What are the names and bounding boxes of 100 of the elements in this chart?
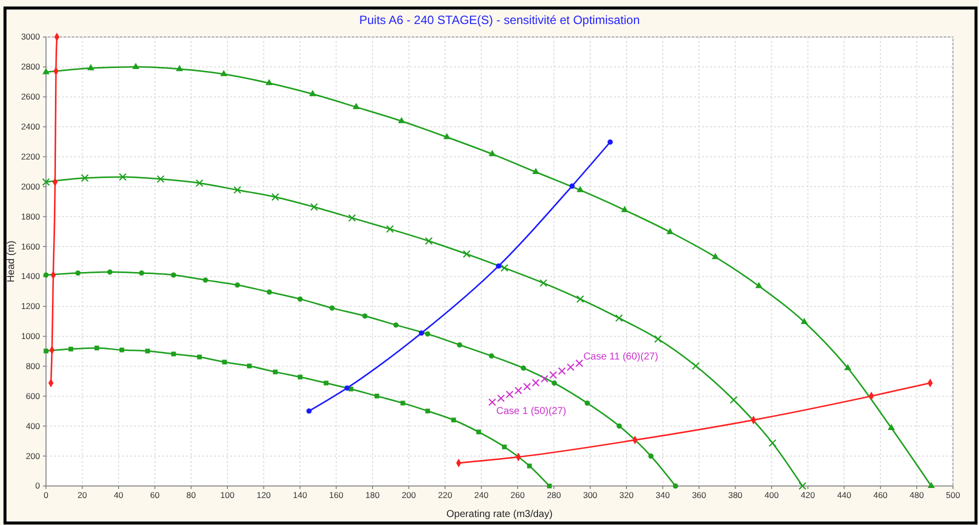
point xyxy=(566,363,574,372)
point xyxy=(558,367,566,375)
point xyxy=(266,78,273,86)
point xyxy=(119,348,124,352)
x-tick-label: 320 xyxy=(619,490,634,500)
point xyxy=(418,330,424,336)
point xyxy=(712,252,719,260)
point xyxy=(755,282,762,288)
point xyxy=(532,168,540,174)
point xyxy=(425,408,430,414)
point xyxy=(888,424,895,430)
point xyxy=(393,322,399,328)
point xyxy=(488,398,496,406)
point xyxy=(324,380,328,386)
y-tick-label: 2200 xyxy=(21,151,40,162)
point xyxy=(297,296,303,302)
x-tick-label: 500 xyxy=(946,490,960,500)
point xyxy=(523,382,531,391)
point xyxy=(352,102,360,110)
point xyxy=(844,364,852,370)
point xyxy=(220,70,228,76)
point xyxy=(616,423,622,429)
y-tick-label: 800 xyxy=(26,360,40,371)
y-tick-label: 3000 xyxy=(21,32,40,42)
point xyxy=(576,295,584,303)
point xyxy=(451,418,456,422)
y-tick-label: 0 xyxy=(35,480,40,491)
point xyxy=(532,378,540,387)
point xyxy=(666,228,674,234)
point xyxy=(310,203,318,211)
y-tick-label: 2800 xyxy=(21,62,40,72)
y-tick-label: 200 xyxy=(26,450,40,461)
point xyxy=(68,346,74,352)
point xyxy=(400,400,406,406)
chart-title: Puits A6 - 240 STAGE(S) - sensitivité et Optimisation xyxy=(359,13,640,27)
point xyxy=(132,62,140,69)
point xyxy=(552,380,557,386)
point xyxy=(374,394,380,398)
point xyxy=(456,342,462,348)
point xyxy=(502,444,507,450)
point xyxy=(222,360,227,364)
annotation: Case 1 (50)(27) xyxy=(496,406,566,418)
point xyxy=(798,482,806,490)
point xyxy=(608,139,613,145)
y-tick-label: 1000 xyxy=(21,331,40,342)
point xyxy=(672,483,678,489)
x-tick-label: 340 xyxy=(656,490,670,500)
x-tick-label: 120 xyxy=(256,490,272,500)
point xyxy=(476,430,481,434)
annotation: Case 11 (60)(27) xyxy=(583,351,658,362)
point xyxy=(362,313,368,319)
x-tick-label: 460 xyxy=(873,490,888,500)
point xyxy=(138,270,144,276)
point xyxy=(549,371,558,379)
point xyxy=(443,133,450,140)
x-tick-label: 0 xyxy=(44,490,49,500)
point xyxy=(584,400,590,406)
x-tick-label: 60 xyxy=(150,490,160,500)
x-tick-label: 440 xyxy=(837,490,852,500)
point xyxy=(344,385,350,391)
point xyxy=(540,279,548,287)
point xyxy=(692,362,700,370)
point xyxy=(928,482,935,488)
x-tick-label: 300 xyxy=(583,490,598,500)
point xyxy=(42,178,50,186)
point xyxy=(202,277,208,283)
x-tick-label: 480 xyxy=(910,490,924,500)
x-tick-label: 420 xyxy=(800,490,816,500)
point xyxy=(488,150,496,156)
point xyxy=(462,250,471,258)
point xyxy=(488,353,494,359)
point xyxy=(425,331,430,337)
point xyxy=(44,348,48,354)
x-tick-label: 240 xyxy=(474,490,489,500)
y-tick-label: 1800 xyxy=(21,211,40,222)
x-tick-label: 220 xyxy=(438,490,452,500)
point xyxy=(424,237,433,245)
y-tick-label: 600 xyxy=(26,390,40,401)
point xyxy=(527,464,532,468)
x-tick-label: 140 xyxy=(292,490,308,500)
point xyxy=(298,374,302,380)
x-tick-label: 280 xyxy=(546,490,562,500)
y-axis-title: Head (m) xyxy=(6,240,17,282)
point xyxy=(197,354,202,360)
point xyxy=(496,263,502,269)
x-tick-label: 380 xyxy=(728,490,743,500)
point xyxy=(800,318,808,324)
x-axis-title: Operating rate (m3/day) xyxy=(446,509,553,520)
point xyxy=(42,68,50,74)
y-tick-label: 2000 xyxy=(21,181,40,192)
y-tick-label: 2400 xyxy=(21,122,40,132)
point xyxy=(107,269,112,275)
x-tick-label: 400 xyxy=(764,490,779,500)
point xyxy=(569,183,575,189)
point xyxy=(94,346,100,350)
point xyxy=(247,364,252,368)
y-tick-label: 1200 xyxy=(21,301,40,312)
point xyxy=(520,365,526,371)
point xyxy=(514,386,522,394)
y-tick-label: 1600 xyxy=(21,241,40,252)
